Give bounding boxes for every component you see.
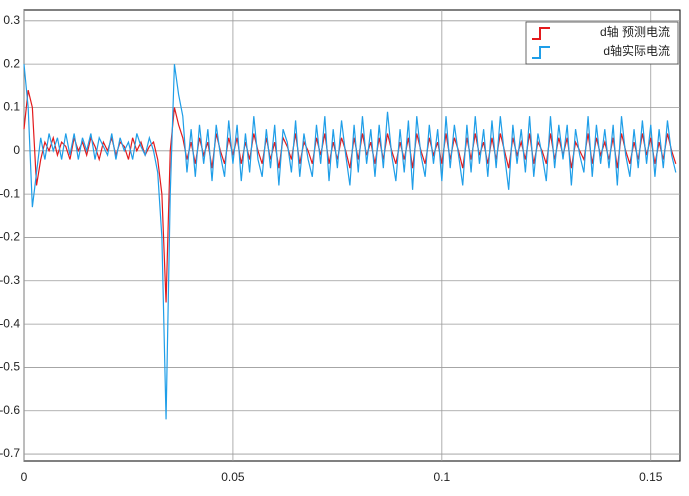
series-line [23,90,677,303]
y-tick-label: -0.6 [0,403,20,417]
x-tick-label: 0.1 [433,470,450,484]
legend: d轴 预测电流 d轴实际电流 [525,21,679,65]
y-tick-label: 0.1 [3,100,20,114]
y-tick-label: -0.2 [0,230,20,244]
legend-label: d轴 预测电流 [600,24,670,39]
x-tick-label: 0.05 [221,470,245,484]
x-tick-label: 0 [21,470,28,484]
y-tick-label: -0.4 [0,316,20,330]
y-tick-label: 0.2 [3,56,20,70]
grid: -0.7 -0.6 -0.5 -0.4 -0.3 -0.2 -0.1 0 0.1 0.2 0.3 0 0… [0,10,680,484]
legend-swatch [532,27,550,40]
x-tick-label: 0.15 [639,470,663,484]
legend-swatch [532,46,550,59]
y-tick-label: -0.1 [0,186,20,200]
lines [23,64,677,420]
y-tick-label: -0.7 [0,446,20,460]
legend-label: d轴实际电流 [603,43,670,58]
series-line [23,64,677,420]
legend-box [525,21,679,65]
plot-area [23,9,681,462]
y-tick-label: 0.3 [3,13,20,27]
y-tick-label: -0.3 [0,273,20,287]
y-tick-label: 0 [13,143,20,157]
y-tick-label: -0.5 [0,360,20,374]
